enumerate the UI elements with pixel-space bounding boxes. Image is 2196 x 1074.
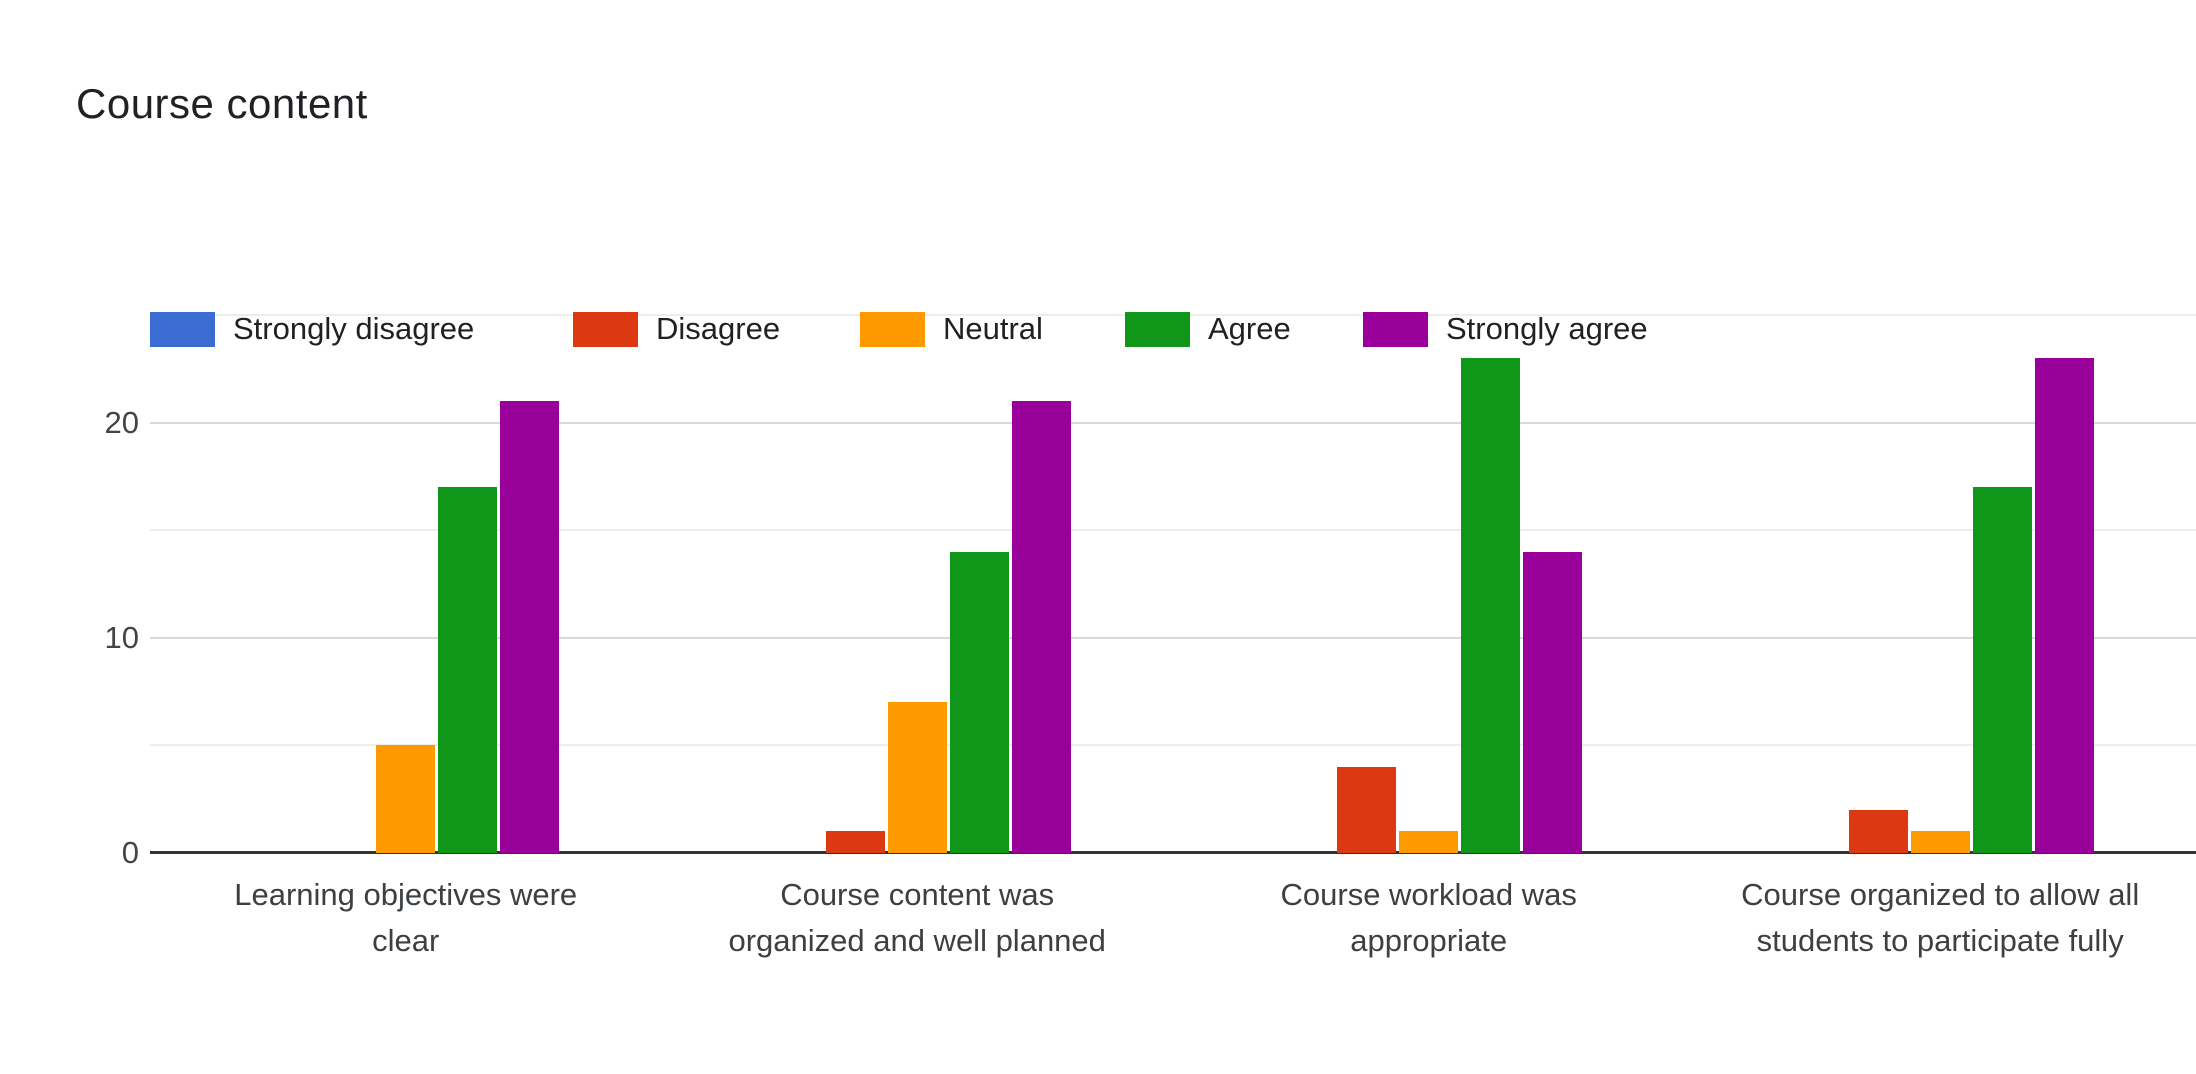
legend-label: Disagree [656, 311, 781, 346]
legend-item-neutral: Neutral [860, 311, 1043, 347]
legend-swatch-agree [1125, 311, 1190, 347]
bar-disagree-q3 [1337, 766, 1397, 853]
category-label-3: Course workload was appropriate [1280, 877, 1577, 958]
bar-neutral-q2 [887, 702, 947, 853]
bar-group-2 [762, 315, 1072, 853]
gridline-10 [150, 636, 2196, 639]
legend-item-strongly-agree: Strongly agree [1363, 311, 1648, 347]
legend-swatch-neutral [860, 311, 925, 347]
legend-item-strongly-disagree: Strongly disagree [150, 311, 474, 347]
legend-label: Agree [1208, 311, 1291, 346]
bar-disagree-q2 [825, 831, 885, 853]
category-label-1: Learning objectives were clear [234, 877, 578, 958]
bar-disagree-q4 [1848, 809, 1908, 853]
bar-agree-q3 [1461, 358, 1521, 853]
category-label-4: Course organized to allow all students t… [1741, 877, 2140, 958]
gridline-15 [150, 529, 2196, 532]
legend-item-agree: Agree [1125, 311, 1291, 347]
bar-neutral-q3 [1399, 831, 1459, 853]
legend-swatch-strongly-disagree [150, 311, 215, 347]
bar-group-1 [251, 315, 561, 853]
bar-group-4 [1785, 315, 2095, 853]
bar-strongly-agree-q4 [2034, 358, 2094, 853]
bar-agree-q2 [949, 551, 1009, 853]
legend-swatch-strongly-agree [1363, 311, 1428, 347]
chart-title: Course content [76, 80, 368, 127]
bar-agree-q4 [1972, 487, 2032, 853]
legend-label: Strongly disagree [233, 311, 475, 346]
category-label-2: Course content was organized and well pl… [728, 877, 1106, 958]
y-tick-label-10: 10 [104, 619, 139, 655]
bar-neutral-q4 [1910, 831, 1970, 853]
legend-item-disagree: Disagree [573, 311, 780, 347]
bar-strongly-agree-q1 [500, 401, 560, 853]
gridline-5 [150, 744, 2196, 747]
legend-swatch-disagree [573, 311, 638, 347]
y-tick-label-0: 0 [121, 835, 139, 870]
y-tick-label-20: 20 [104, 404, 139, 440]
legend-label: Strongly agree [1446, 311, 1648, 346]
gridline-20 [150, 421, 2196, 424]
legend-label: Neutral [943, 311, 1043, 346]
bar-neutral-q1 [376, 745, 436, 853]
x-axis-line [150, 851, 2196, 854]
bar-group-3 [1274, 315, 1584, 853]
bar-agree-q1 [438, 487, 498, 853]
bar-strongly-agree-q3 [1523, 551, 1583, 853]
bar-strongly-agree-q2 [1011, 401, 1071, 853]
